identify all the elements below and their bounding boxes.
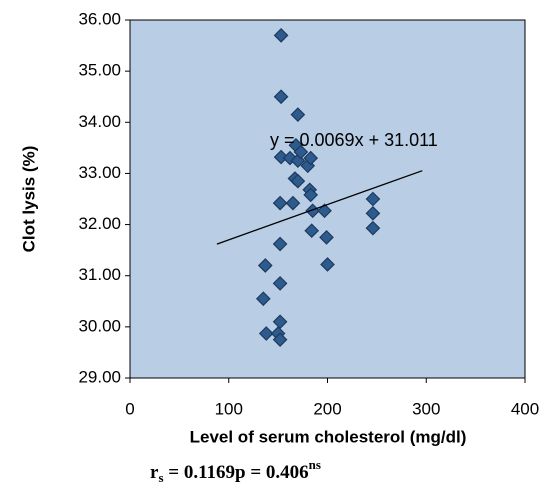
- x-tick-label: 300: [412, 399, 440, 418]
- point: [319, 230, 334, 245]
- point: [273, 89, 289, 105]
- point: [272, 276, 288, 291]
- y-tick-label: 35.00: [78, 61, 121, 80]
- point: [293, 144, 309, 160]
- point: [273, 27, 289, 43]
- point: [272, 195, 288, 211]
- x-axis-label: Level of serum cholesterol (mg/dl): [190, 427, 467, 446]
- y-tick-label: 29.00: [78, 367, 121, 386]
- footnote: rs = 0.1169p = 0.406ns: [150, 457, 321, 485]
- point: [317, 203, 332, 219]
- x-tick-label: 100: [215, 399, 243, 418]
- point: [257, 258, 273, 273]
- trendline: [216, 170, 423, 245]
- point: [365, 220, 381, 236]
- point: [290, 173, 306, 189]
- x-tick-label: 400: [511, 399, 539, 418]
- point: [273, 149, 289, 165]
- footnote-text: = 0.1169p = 0.406: [164, 462, 309, 483]
- point: [303, 187, 319, 203]
- point: [303, 150, 319, 166]
- x-tick-label: 200: [313, 399, 341, 418]
- y-tick-label: 32.00: [78, 214, 121, 233]
- point: [320, 257, 335, 272]
- point: [304, 223, 320, 239]
- y-axis-label: Clot lysis (%): [19, 146, 38, 253]
- point: [272, 332, 288, 347]
- plot-area: [129, 19, 526, 379]
- y-tick-label: 34.00: [78, 112, 121, 131]
- point: [282, 150, 298, 166]
- point: [272, 314, 288, 330]
- point: [285, 195, 301, 211]
- footnote-subscript: s: [158, 470, 163, 485]
- trendline-label: y = 0.0069x + 31.011: [270, 130, 438, 150]
- point: [290, 107, 306, 122]
- point: [272, 236, 288, 252]
- point: [365, 191, 381, 207]
- point: [365, 205, 381, 221]
- y-tick-label: 33.00: [78, 163, 121, 182]
- y-tick-label: 30.00: [78, 316, 121, 335]
- y-tick-label: 31.00: [78, 265, 121, 284]
- y-tick-label: 36.00: [78, 9, 121, 28]
- point: [258, 326, 274, 341]
- point: [255, 291, 271, 307]
- footnote-symbol: r: [150, 462, 159, 483]
- footnote-superscript: ns: [309, 457, 321, 472]
- x-tick-label: 0: [125, 399, 134, 418]
